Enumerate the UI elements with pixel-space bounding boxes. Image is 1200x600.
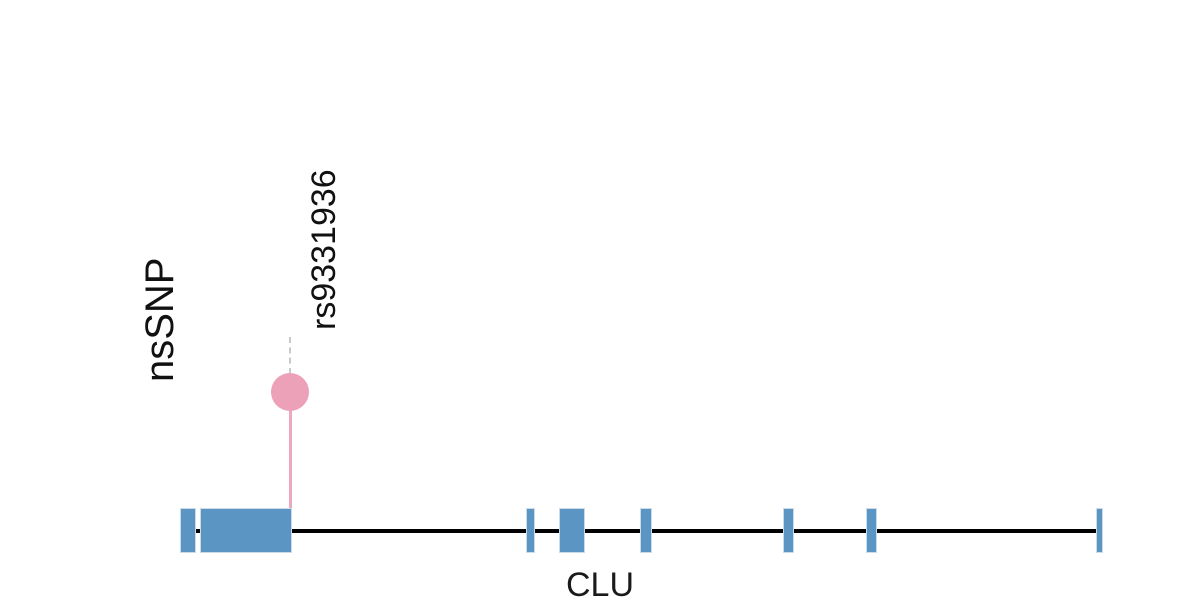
exon-block[interactable] bbox=[559, 508, 585, 553]
exon-block[interactable] bbox=[640, 508, 652, 553]
exon-block[interactable] bbox=[1096, 508, 1103, 553]
variant-connector-line bbox=[289, 337, 291, 374]
exon-block[interactable] bbox=[866, 508, 877, 553]
track-category-label-nssnp: nsSNP bbox=[138, 257, 182, 383]
gene-name-label: CLU bbox=[566, 566, 635, 600]
exon-block[interactable] bbox=[180, 508, 196, 553]
exon-block[interactable] bbox=[200, 508, 292, 553]
exon-block[interactable] bbox=[783, 508, 794, 553]
variant-marker-rs9331936[interactable] bbox=[271, 373, 309, 411]
exon-block[interactable] bbox=[526, 508, 535, 553]
variant-stem-rs9331936 bbox=[288, 400, 292, 553]
variant-label-rs9331936: rs9331936 bbox=[305, 169, 343, 330]
